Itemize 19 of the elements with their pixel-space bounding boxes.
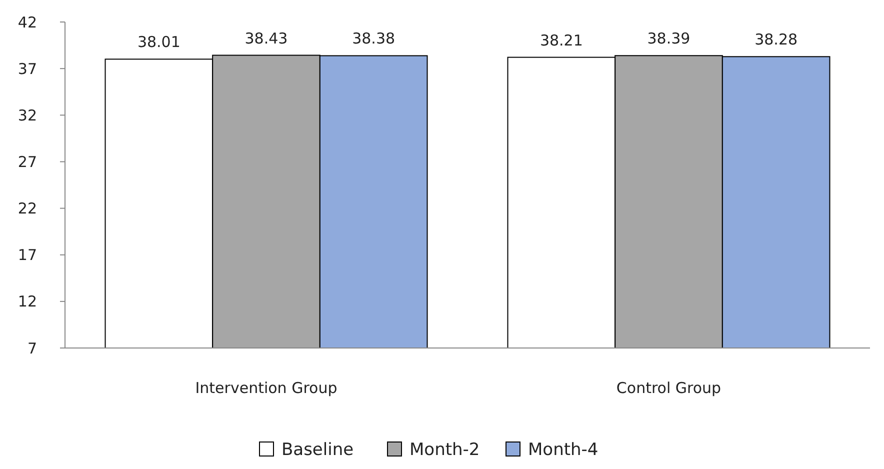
- data-label: 38.28: [754, 30, 798, 49]
- y-tick-label: 42: [18, 13, 37, 32]
- data-label: 38.38: [352, 30, 396, 48]
- legend-label: Month-2: [410, 440, 480, 460]
- data-label: 38.01: [137, 33, 180, 52]
- x-tick-label: Control Group: [616, 379, 722, 397]
- y-tick-label: 22: [18, 200, 37, 218]
- y-tick-label: 37: [18, 60, 37, 78]
- data-label: 38.43: [244, 29, 288, 48]
- y-tick-label: 32: [18, 106, 37, 124]
- y-tick-label: 12: [18, 292, 37, 311]
- legend-label: Month-4: [528, 440, 598, 460]
- legend-label: Baseline: [282, 440, 354, 460]
- y-tick-label: 27: [18, 152, 37, 171]
- data-label: 38.21: [540, 31, 583, 50]
- data-label: 38.39: [647, 30, 690, 48]
- y-tick-label: 17: [18, 246, 37, 264]
- x-tick-label: Intervention Group: [195, 379, 338, 397]
- y-tick-label: 7: [27, 339, 37, 358]
